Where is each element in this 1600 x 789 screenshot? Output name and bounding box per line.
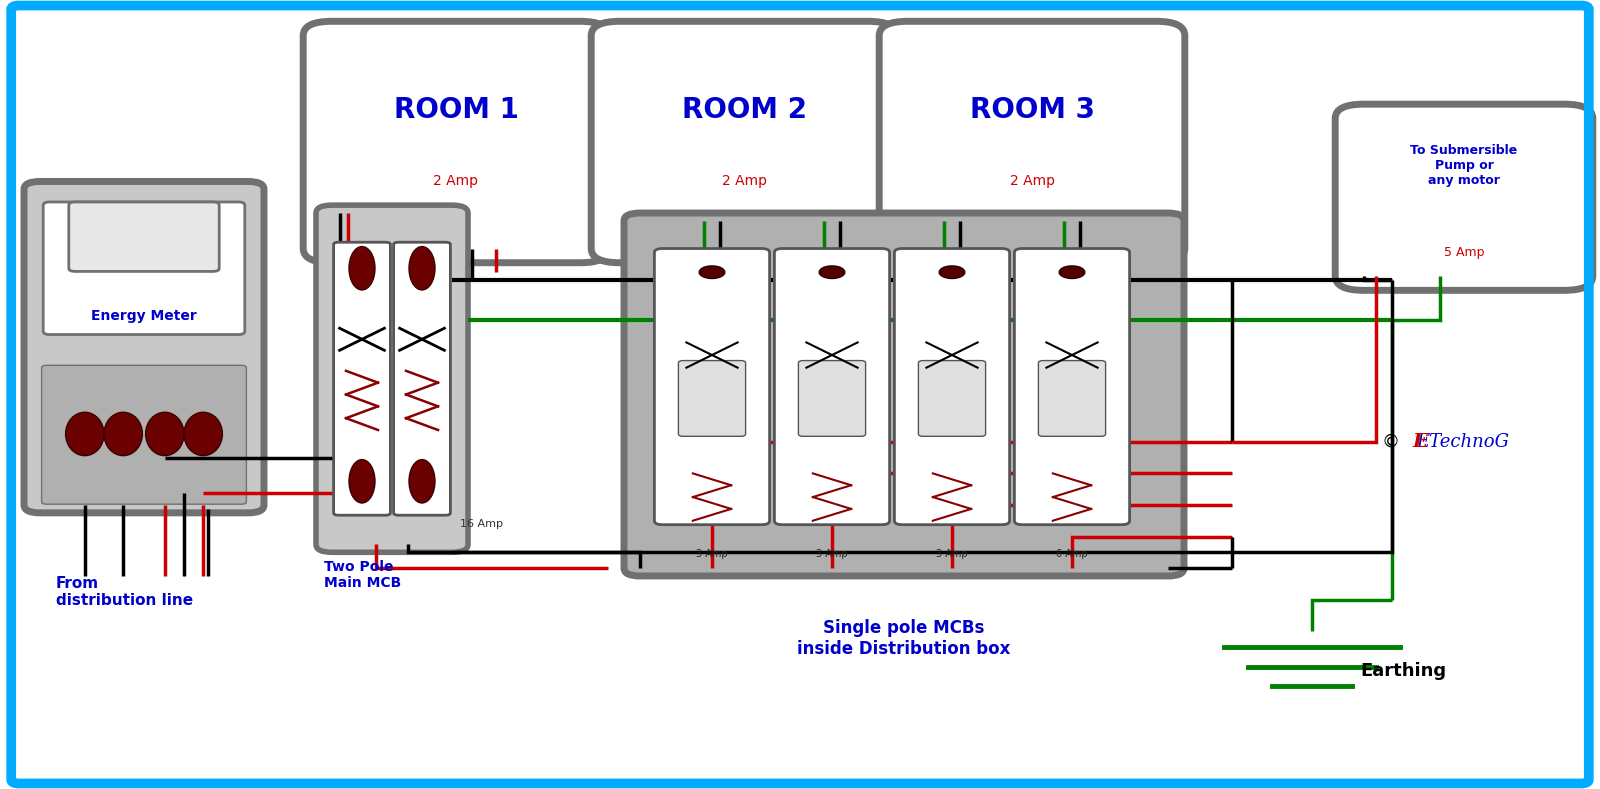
- FancyBboxPatch shape: [592, 21, 896, 263]
- FancyBboxPatch shape: [1334, 104, 1594, 290]
- Text: 16 Amp: 16 Amp: [461, 518, 502, 529]
- FancyBboxPatch shape: [315, 205, 467, 552]
- FancyBboxPatch shape: [43, 202, 245, 335]
- Text: 3 Amp: 3 Amp: [696, 549, 728, 559]
- Text: Earthing: Earthing: [1360, 662, 1446, 679]
- Text: ETechnoG: ETechnoG: [318, 387, 386, 402]
- Text: ROOM 2: ROOM 2: [682, 96, 806, 125]
- FancyBboxPatch shape: [302, 21, 608, 263]
- FancyBboxPatch shape: [1014, 249, 1130, 525]
- Text: 2 Amp: 2 Amp: [434, 174, 478, 189]
- Text: Single pole MCBs
inside Distribution box: Single pole MCBs inside Distribution box: [797, 619, 1011, 658]
- Ellipse shape: [410, 247, 435, 290]
- FancyBboxPatch shape: [42, 365, 246, 504]
- Ellipse shape: [146, 412, 184, 455]
- FancyBboxPatch shape: [69, 202, 219, 271]
- Ellipse shape: [104, 412, 142, 455]
- Text: ©: ©: [1382, 433, 1400, 451]
- FancyBboxPatch shape: [918, 361, 986, 436]
- Text: 2 Amp: 2 Amp: [1010, 174, 1054, 189]
- Text: 2 Amp: 2 Amp: [722, 174, 766, 189]
- Ellipse shape: [410, 459, 435, 503]
- FancyBboxPatch shape: [894, 249, 1010, 525]
- Circle shape: [1059, 266, 1085, 279]
- Circle shape: [699, 266, 725, 279]
- FancyBboxPatch shape: [624, 213, 1184, 576]
- Text: 3 Amp: 3 Amp: [816, 549, 848, 559]
- Text: ROOM 3: ROOM 3: [970, 96, 1094, 125]
- FancyBboxPatch shape: [798, 361, 866, 436]
- Ellipse shape: [184, 412, 222, 455]
- Ellipse shape: [349, 459, 374, 503]
- Circle shape: [819, 266, 845, 279]
- Text: 6 Amp: 6 Amp: [1056, 549, 1088, 559]
- Text: E: E: [1413, 433, 1427, 451]
- Text: From
distribution line: From distribution line: [56, 576, 194, 608]
- Circle shape: [939, 266, 965, 279]
- Ellipse shape: [349, 247, 374, 290]
- Text: ETechnoG: ETechnoG: [837, 362, 925, 380]
- Text: 3 Amp: 3 Amp: [936, 549, 968, 559]
- FancyBboxPatch shape: [774, 249, 890, 525]
- FancyBboxPatch shape: [678, 361, 746, 436]
- FancyBboxPatch shape: [24, 181, 264, 513]
- FancyBboxPatch shape: [334, 242, 390, 515]
- Text: Two Pole
Main MCB: Two Pole Main MCB: [323, 560, 402, 590]
- Ellipse shape: [66, 412, 104, 455]
- Text: Energy Meter: Energy Meter: [91, 308, 197, 323]
- Text: To Submersible
Pump or
any motor: To Submersible Pump or any motor: [1410, 144, 1518, 187]
- Text: ROOM 1: ROOM 1: [394, 96, 518, 125]
- FancyBboxPatch shape: [880, 21, 1184, 263]
- Text: 5 Amp: 5 Amp: [1443, 246, 1485, 259]
- Text: ETechnoG: ETechnoG: [1416, 433, 1509, 451]
- FancyBboxPatch shape: [394, 242, 451, 515]
- FancyBboxPatch shape: [1038, 361, 1106, 436]
- FancyBboxPatch shape: [654, 249, 770, 525]
